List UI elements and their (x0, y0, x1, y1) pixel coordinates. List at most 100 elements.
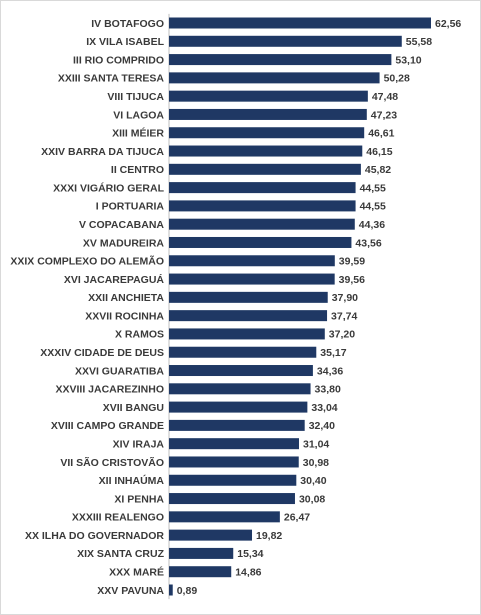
bar (169, 291, 328, 303)
bar (169, 163, 361, 175)
value-label: 37,90 (332, 292, 358, 304)
category-label: XXVII ROCINHA (85, 310, 164, 322)
value-label: 47,23 (371, 109, 397, 121)
bar (169, 127, 365, 139)
category-label: XXXI VIGÁRIO GERAL (53, 181, 164, 194)
category-label: XII INHAÚMA (99, 474, 165, 487)
category-label: XXX MARÉ (109, 566, 164, 579)
bar (169, 383, 311, 395)
bar (169, 456, 299, 468)
bar (169, 401, 308, 413)
value-label: 14,86 (235, 567, 261, 579)
bar (169, 566, 232, 578)
value-label: 53,10 (395, 54, 421, 66)
value-label: 0,89 (177, 585, 198, 597)
bar (169, 493, 295, 505)
value-label: 19,82 (256, 530, 282, 542)
bar (169, 438, 299, 450)
category-label: XXIV BARRA DA TIJUCA (41, 146, 164, 158)
bar (169, 511, 280, 523)
bar (169, 90, 368, 102)
value-label: 39,56 (339, 274, 365, 286)
value-label: 44,55 (360, 201, 386, 213)
bar (169, 182, 356, 194)
bar (169, 474, 297, 486)
value-label: 46,15 (366, 146, 392, 158)
category-label: XXXIII REALENGO (72, 512, 164, 524)
bar (169, 547, 234, 559)
value-label: 15,34 (237, 548, 263, 560)
category-label: XIV IRAJA (113, 438, 165, 450)
value-label: 37,20 (329, 329, 355, 341)
value-label: 34,36 (317, 365, 343, 377)
value-label: 43,56 (355, 237, 381, 249)
value-label: 44,55 (360, 182, 386, 194)
value-label: 35,17 (320, 347, 346, 359)
value-label: 62,56 (435, 18, 461, 30)
value-label: 33,80 (315, 384, 341, 396)
value-label: 37,74 (331, 310, 357, 322)
category-label: XI PENHA (114, 493, 164, 505)
bar (169, 273, 335, 285)
bar (169, 200, 356, 212)
value-label: 26,47 (284, 512, 310, 524)
bar (169, 108, 367, 120)
value-label: 50,28 (384, 73, 410, 85)
value-label: 46,61 (368, 128, 394, 140)
category-label: XXVI GUARATIBA (75, 365, 164, 377)
bar (169, 218, 355, 230)
category-label: XVI JACAREPAGUÁ (64, 273, 165, 286)
bar (169, 419, 305, 431)
category-label: XXVIII JACAREZINHO (55, 384, 164, 396)
category-label: VI LAGOA (113, 109, 164, 121)
value-label: 45,82 (365, 164, 391, 176)
value-label: 30,98 (303, 457, 329, 469)
bar (169, 35, 402, 47)
bar (169, 365, 313, 377)
category-label: VIII TIJUCA (107, 91, 164, 103)
category-label: VII SÃO CRISTOVÃO (60, 456, 164, 469)
value-label: 55,58 (406, 36, 432, 48)
bar (169, 145, 363, 157)
category-label: XVIII CAMPO GRANDE (51, 420, 164, 432)
category-label: XIII MÉIER (112, 127, 164, 140)
category-label: I PORTUARIA (96, 201, 165, 213)
value-label: 47,48 (372, 91, 398, 103)
category-label: XXV PAVUNA (97, 585, 164, 597)
value-label: 33,04 (311, 402, 337, 414)
bar (169, 255, 335, 267)
category-label: XXII ANCHIETA (88, 292, 164, 304)
bar (169, 236, 352, 248)
value-label: 30,40 (300, 475, 326, 487)
value-label: 32,40 (309, 420, 335, 432)
category-labels-group: IV BOTAFOGO IX VILA ISABEL III RIO COMPRID… (10, 18, 164, 597)
bar (169, 310, 328, 322)
category-label: XXIX COMPLEXO DO ALEMÃO (10, 255, 164, 268)
value-label: 44,36 (359, 219, 385, 231)
bar (169, 346, 317, 358)
value-label: 30,08 (299, 493, 325, 505)
category-label: XVII BANGU (103, 402, 164, 414)
category-label: X RAMOS (115, 329, 164, 341)
value-label: 39,59 (339, 256, 365, 268)
bar (169, 328, 325, 340)
category-label: IX VILA ISABEL (86, 36, 164, 48)
category-label: II CENTRO (111, 164, 164, 176)
category-label: XIX SANTA CRUZ (77, 548, 165, 560)
category-label: III RIO COMPRIDO (73, 54, 164, 66)
category-label: V COPACABANA (79, 219, 164, 231)
value-label: 31,04 (303, 438, 329, 450)
category-label: XX ILHA DO GOVERNADOR (25, 530, 164, 542)
bar (169, 17, 431, 29)
bar (169, 529, 253, 541)
bar (169, 584, 173, 596)
category-label: XXXIV CIDADE DE DEUS (40, 347, 164, 359)
bar (169, 54, 392, 66)
category-label: XXIII SANTA TERESA (58, 73, 165, 85)
category-label: IV BOTAFOGO (91, 18, 164, 30)
category-label: XV MADUREIRA (83, 237, 165, 249)
bar (169, 72, 380, 84)
